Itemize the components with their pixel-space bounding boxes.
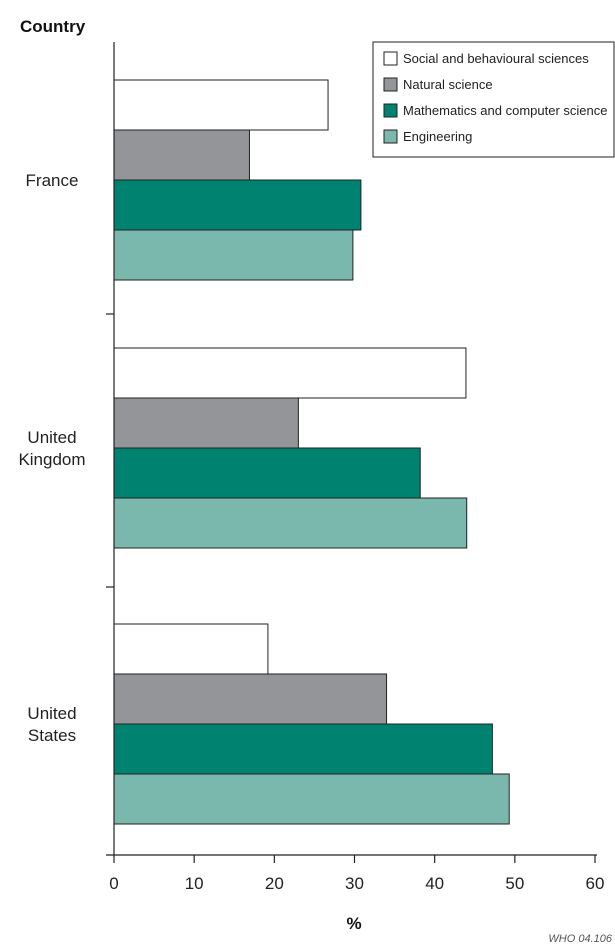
bar-united-kingdom-natural-science [113, 397, 299, 449]
x-tick-label: 60 [586, 874, 605, 893]
legend-swatch [383, 103, 398, 118]
category-label: France [26, 171, 79, 190]
bar-united-states-social-and-behavioural-sciences [113, 623, 269, 675]
bar-france-natural-science [113, 129, 250, 181]
y-axis-title: Country [20, 17, 86, 36]
bar-france-social-and-behavioural-sciences [113, 79, 329, 131]
x-tick-label: 10 [185, 874, 204, 893]
legend-label: Natural science [403, 77, 493, 92]
x-ticks-layer: 0 10 20 30 40 50 60 [109, 855, 604, 893]
legend: Social and behavioural sciences Natural s… [372, 41, 615, 158]
y-ticks-layer [106, 313, 114, 588]
figure-credit: WHO 04.106 [548, 933, 612, 945]
category-labels-layer: France United Kingdom United States [18, 171, 85, 745]
category-label: United Kingdom [18, 428, 85, 469]
bar-united-kingdom-engineering [113, 497, 468, 549]
x-axis-title: % [346, 914, 361, 933]
bar-united-states-mathematics-and-computer-science [113, 723, 493, 775]
category-label: United States [27, 704, 76, 745]
x-tick-label: 50 [505, 874, 524, 893]
x-tick-label: 30 [345, 874, 364, 893]
bar-france-mathematics-and-computer-science [113, 179, 362, 231]
x-tick-label: 0 [109, 874, 118, 893]
x-tick-label: 40 [425, 874, 444, 893]
bar-united-kingdom-mathematics-and-computer-science [113, 447, 421, 499]
legend-label: Engineering [403, 129, 472, 144]
bar-france-engineering [113, 229, 354, 281]
x-tick-label: 20 [265, 874, 284, 893]
legend-swatch [383, 51, 398, 66]
legend-label: Social and behavioural sciences [403, 51, 589, 66]
bars-layer [113, 79, 510, 825]
legend-swatch [383, 77, 398, 92]
bar-united-kingdom-social-and-behavioural-sciences [113, 347, 467, 399]
bar-united-states-natural-science [113, 673, 388, 725]
legend-label: Mathematics and computer science [403, 103, 607, 118]
bar-united-states-engineering [113, 773, 510, 825]
legend-box [372, 41, 615, 158]
legend-swatch [383, 129, 398, 144]
